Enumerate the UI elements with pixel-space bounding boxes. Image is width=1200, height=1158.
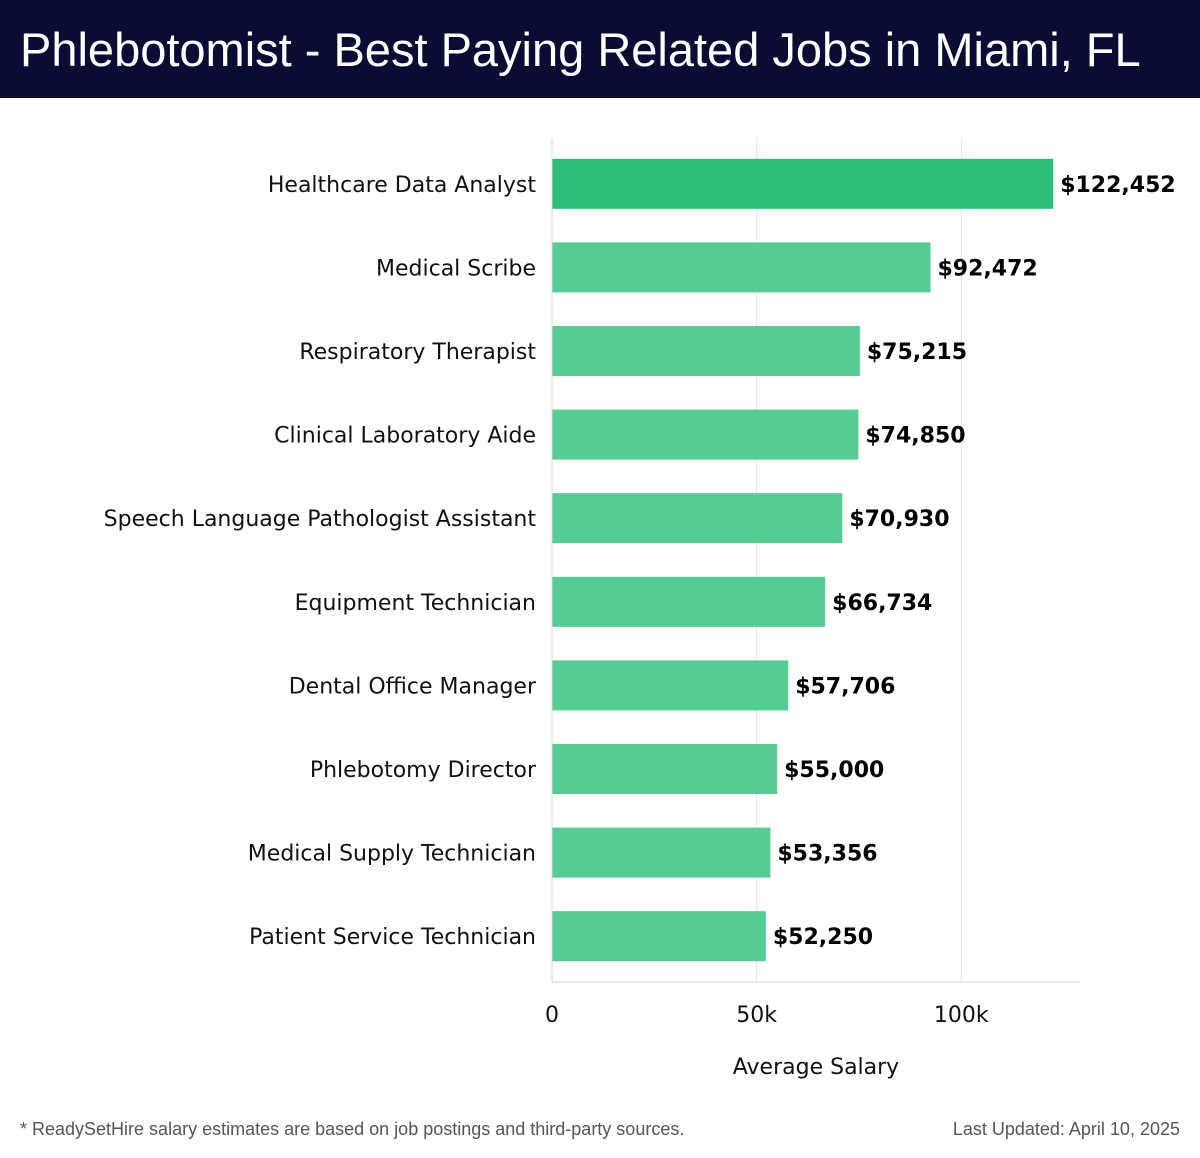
value-label: $53,356 — [777, 842, 877, 867]
value-label: $57,706 — [795, 674, 895, 699]
value-label: $75,215 — [867, 340, 967, 365]
x-tick-label: 50k — [736, 1003, 777, 1028]
category-label: Equipment Technician — [295, 591, 536, 616]
x-axis-title: Average Salary — [733, 1055, 899, 1080]
value-label: $74,850 — [865, 424, 965, 449]
bar — [552, 827, 771, 878]
category-label: Healthcare Data Analyst — [268, 173, 536, 198]
value-label: $55,000 — [784, 758, 884, 783]
axes: Healthcare Data Analyst Medical Scribe Res… — [104, 138, 1080, 1080]
last-updated: Last Updated: April 10, 2025 — [952, 1119, 1180, 1139]
value-label: $52,250 — [773, 925, 873, 950]
category-label: Medical Supply Technician — [248, 842, 536, 867]
footnote: * ReadySetHire salary estimates are base… — [20, 1119, 685, 1139]
bar — [552, 242, 931, 293]
value-label: $92,472 — [937, 256, 1037, 281]
category-label: Clinical Laboratory Aide — [274, 424, 536, 449]
category-label: Speech Language Pathologist Assistant — [104, 507, 537, 532]
bar — [552, 158, 1054, 209]
bar — [552, 744, 778, 794]
bar — [552, 660, 789, 711]
bar — [552, 576, 826, 627]
x-tick-label: 0 — [545, 1003, 559, 1028]
bar — [552, 493, 843, 544]
bars: $122,452 $92,472 $75,215 $74,850 $70,930 $66,… — [552, 158, 1176, 962]
chart-title: Phlebotomist - Best Paying Related Jobs … — [20, 23, 1141, 76]
value-label: $66,734 — [832, 591, 932, 616]
bar — [552, 911, 766, 962]
bar — [552, 409, 859, 460]
bar — [552, 326, 860, 376]
value-label: $122,452 — [1060, 173, 1176, 198]
x-tick-label: 100k — [934, 1003, 989, 1028]
category-label: Phlebotomy Director — [310, 758, 537, 783]
category-label: Medical Scribe — [376, 256, 536, 281]
category-label: Dental Office Manager — [289, 674, 537, 699]
category-label: Respiratory Therapist — [299, 340, 536, 365]
value-label: $70,930 — [849, 507, 949, 532]
header-banner: Phlebotomist - Best Paying Related Jobs … — [0, 0, 1200, 98]
category-label: Patient Service Technician — [249, 925, 536, 950]
